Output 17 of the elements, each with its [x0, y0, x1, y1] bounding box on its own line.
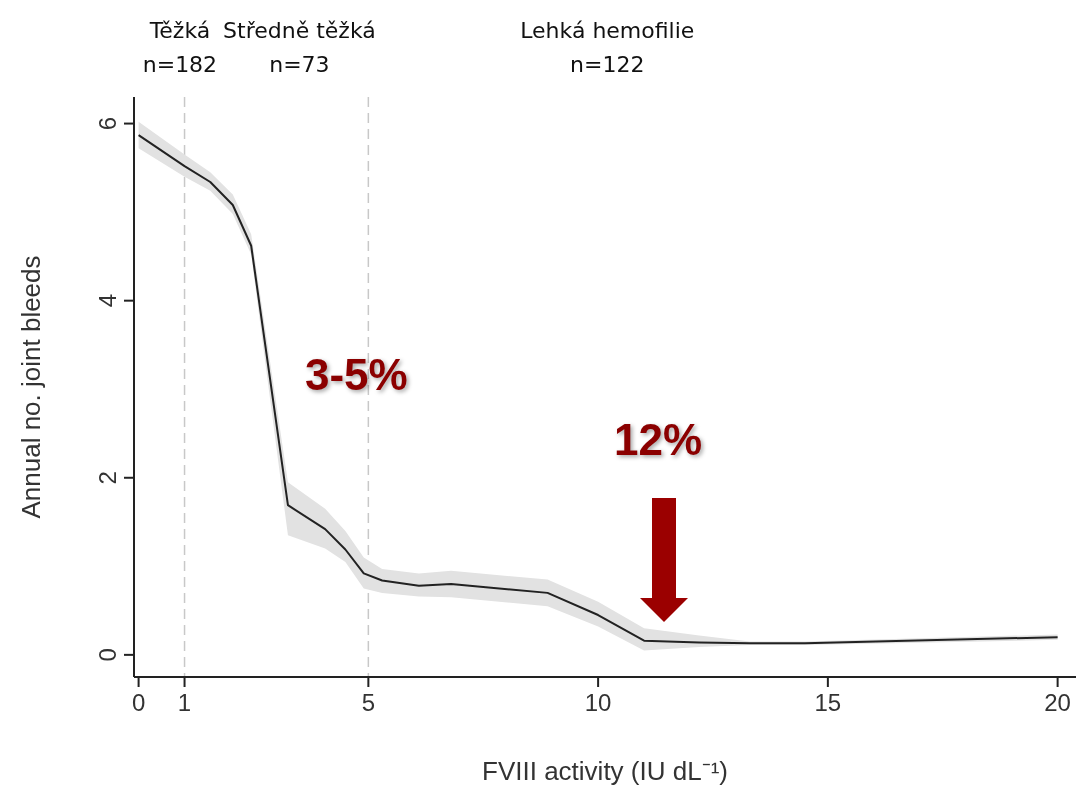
x-tick-label: 5 [361, 689, 376, 716]
y-tick-label: 2 [94, 471, 121, 485]
x-tick-label: 15 [814, 689, 842, 716]
text: Lehká hemofilie n=122 [520, 18, 695, 77]
annotation: 12% [613, 415, 703, 464]
y-tick-label: 0 [94, 648, 121, 662]
annotation: 3-5% [305, 350, 408, 399]
text: Středně těžká n=73 [223, 18, 376, 77]
x-tick-label: 1 [177, 689, 192, 716]
x-tick-label: 20 [1044, 689, 1071, 716]
y-tick-label: 4 [94, 293, 121, 308]
y-axis-title: Annual no. joint bleeds [16, 255, 46, 519]
x-axis-title: FVIII activity (IU dL⁻¹) [482, 756, 728, 786]
text: Těžká n=182 [142, 18, 218, 77]
x-tick-label: 0 [131, 689, 146, 716]
y-tick-label: 6 [94, 116, 121, 131]
x-tick-label: 10 [584, 689, 612, 716]
